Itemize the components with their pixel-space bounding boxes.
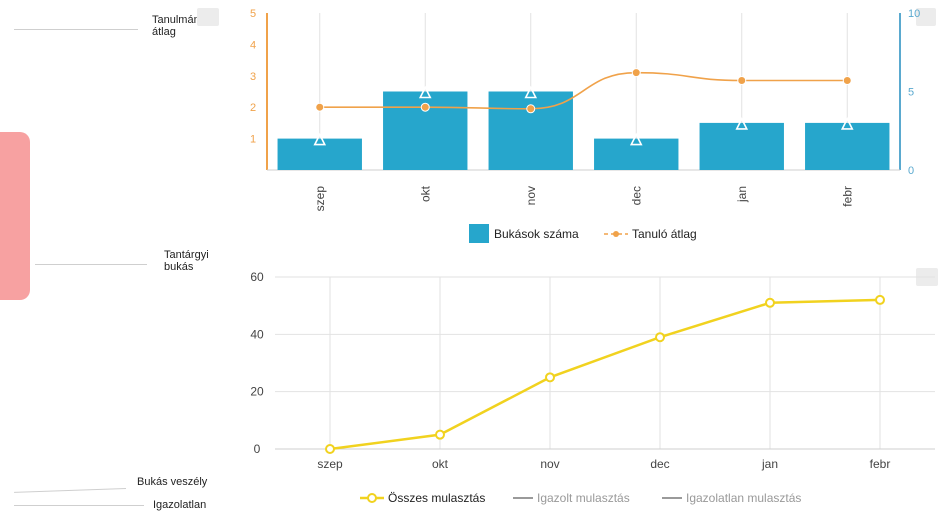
- bar[interactable]: [805, 122, 890, 170]
- y-axis-tick-label: 0: [254, 442, 261, 456]
- y-axis-tick-label: 40: [250, 327, 264, 341]
- legend-label: Igazolt mulasztás: [537, 491, 630, 505]
- data-point[interactable]: [875, 294, 885, 305]
- label-line: bukás: [164, 261, 194, 273]
- data-point[interactable]: [545, 372, 555, 383]
- left-axis-tick-label: 2: [250, 102, 256, 114]
- y-axis-tick-label: 60: [250, 270, 264, 284]
- chart-menu-button[interactable]: [916, 8, 936, 26]
- x-axis-tick-label: szep: [313, 186, 327, 212]
- data-point[interactable]: [325, 444, 335, 454]
- legend-swatch-dot: [613, 231, 619, 237]
- left-axis-tick-label: 4: [250, 39, 256, 51]
- left-axis-tick-label: 3: [250, 71, 256, 83]
- legend-swatch-dot: [367, 493, 377, 503]
- label-line: Bukás veszély: [137, 476, 208, 488]
- left-axis-tick-label: 1: [250, 134, 256, 146]
- data-point[interactable]: [631, 68, 641, 78]
- label-line: Tanulmányi: [152, 14, 208, 26]
- bar-marker: [313, 132, 327, 146]
- data-point[interactable]: [765, 297, 775, 308]
- data-point[interactable]: [315, 102, 325, 112]
- x-axis-tick-label: nov: [540, 457, 559, 471]
- right-axis-tick-label: 5: [908, 87, 914, 99]
- right-axis-tick-label: 0: [908, 165, 914, 177]
- sidebar-connector-line: [35, 264, 147, 265]
- bar-marker: [524, 85, 538, 99]
- x-axis-tick-label: febr: [840, 186, 854, 207]
- data-point[interactable]: [420, 102, 430, 112]
- sidebar-label-tantargyi-bukas: Tantárgyi bukás: [164, 249, 209, 273]
- x-axis-tick-label: jan: [735, 186, 749, 203]
- bar[interactable]: [594, 138, 679, 170]
- risk-card[interactable]: [0, 132, 30, 300]
- y-axis-tick-label: 20: [250, 385, 264, 399]
- x-axis-tick-label: nov: [524, 186, 538, 205]
- legend-label: Összes mulasztás: [388, 491, 485, 505]
- sidebar-label-bukas-veszely: Bukás veszély: [137, 476, 207, 488]
- legend-label: Bukások száma: [494, 227, 579, 241]
- chart-menu-button[interactable]: [197, 8, 219, 26]
- x-axis-tick-label: okt: [418, 185, 432, 202]
- left-axis-tick-label: 5: [250, 8, 256, 20]
- legend-swatch-bukasok: [469, 224, 489, 243]
- x-axis-tick-label: febr: [870, 457, 891, 471]
- bar[interactable]: [277, 138, 362, 170]
- label-line: Tantárgyi: [164, 249, 209, 261]
- bar-marker: [418, 85, 432, 99]
- bar-marker: [735, 117, 749, 130]
- data-point[interactable]: [526, 104, 536, 114]
- data-point[interactable]: [435, 429, 445, 440]
- label-line: átlag: [152, 26, 176, 38]
- legend-label: Igazolatlan mulasztás: [686, 491, 801, 505]
- series-line-tanulo-atlag: [319, 71, 848, 110]
- series-line-osszes-mulasztas: [329, 298, 881, 451]
- sidebar-connector-line: [14, 505, 144, 506]
- legend-label: Tanuló átlag: [632, 227, 697, 241]
- x-axis-tick-label: jan: [761, 457, 778, 471]
- bar[interactable]: [699, 122, 784, 170]
- x-axis-tick-label: dec: [650, 457, 669, 471]
- sidebar-label-tanulmanyi-atlag: Tanulmányi átlag: [152, 14, 208, 38]
- bar-marker: [629, 132, 643, 146]
- x-axis-tick-label: szep: [317, 457, 343, 471]
- sidebar-connector-line: [14, 29, 138, 30]
- bar-marker: [840, 117, 854, 130]
- right-axis-tick-label: 10: [908, 8, 920, 20]
- data-point[interactable]: [655, 332, 665, 343]
- x-axis-tick-label: okt: [432, 457, 449, 471]
- x-axis-tick-label: dec: [629, 186, 643, 205]
- data-point[interactable]: [737, 76, 747, 86]
- data-point[interactable]: [842, 76, 852, 86]
